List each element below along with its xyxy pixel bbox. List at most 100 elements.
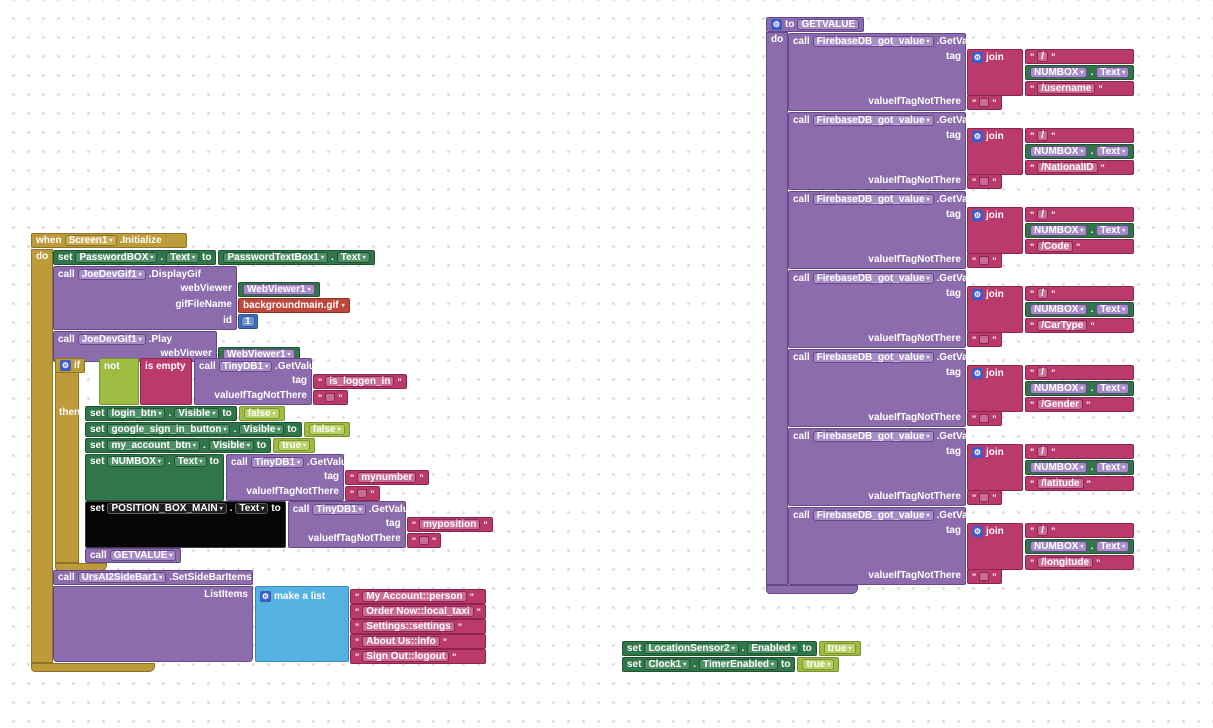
firebasedb-dropdown[interactable]: FirebaseDB_got_value ▾ — [812, 273, 934, 284]
webviewer1-getter[interactable]: WebViewer1 ▾ — [238, 282, 320, 297]
false-logic-block[interactable]: false ▾ — [238, 406, 285, 421]
empty-string-block[interactable]: " " — [967, 569, 1002, 584]
google-sign-in-dropdown[interactable]: google_sign_in_button ▾ — [107, 424, 231, 435]
ursai2sidebar1-dropdown[interactable]: UrsAI2SideBar1 ▾ — [77, 572, 167, 583]
empty-string-value[interactable] — [979, 493, 990, 502]
numbox-text-getter[interactable]: NUMBOX ▾. Text ▾ — [1025, 460, 1135, 475]
join-block[interactable]: ⚙ join — [967, 49, 1023, 96]
call-firebasedb-getvalue-block[interactable]: call FirebaseDB_got_value ▾ .GetValue tag v… — [788, 33, 1135, 111]
false-dropdown[interactable]: false ▾ — [243, 408, 280, 419]
slash-string-value[interactable]: / — [1037, 288, 1049, 299]
true-dropdown[interactable]: true ▾ — [823, 643, 856, 654]
empty-string-value[interactable] — [979, 414, 990, 423]
numbox-dropdown[interactable]: NUMBOX ▾ — [1030, 67, 1088, 78]
text-prop-dropdown[interactable]: Text ▾ — [1096, 383, 1130, 394]
mutator-gear-icon[interactable]: ⚙ — [972, 210, 983, 221]
text-prop-dropdown[interactable]: Text ▾ — [1096, 541, 1130, 552]
slash-string-value[interactable]: / — [1037, 525, 1049, 536]
when-block-spine[interactable] — [31, 249, 53, 663]
id-number-block[interactable]: 1 — [238, 314, 258, 329]
numbox-dropdown[interactable]: NUMBOX ▾ — [107, 456, 165, 467]
join-block[interactable]: ⚙ join — [967, 523, 1023, 570]
path-text-block[interactable]: "/CarType " — [1025, 318, 1135, 333]
path-string-value[interactable]: /longitude — [1037, 557, 1094, 568]
empty-string-value[interactable] — [979, 177, 990, 186]
slash-text-block[interactable]: " / " — [1025, 286, 1135, 301]
empty-string-value[interactable] — [979, 256, 990, 265]
setsidebaritems-body[interactable]: ListItems — [53, 586, 253, 662]
path-string-value[interactable]: /NationalID — [1037, 162, 1098, 173]
list-item-text-block[interactable]: " My Account::person " — [350, 589, 486, 604]
tag-string-value[interactable]: mynumber — [357, 472, 417, 483]
empty-string-block[interactable]: " " — [345, 486, 380, 501]
text-prop-dropdown[interactable]: Text ▾ — [1096, 462, 1130, 473]
text-prop-dropdown[interactable]: Text ▾ — [1096, 67, 1130, 78]
set-position-box-row[interactable]: set POSITION_BOX_MAIN ▾ . Text ▾ to call T… — [85, 501, 493, 548]
join-block[interactable]: ⚙ join — [967, 128, 1023, 175]
mutator-gear-icon[interactable]: ⚙ — [260, 591, 271, 602]
make-a-list-block[interactable]: ⚙ make a list " My Account::person " " Orde… — [255, 586, 486, 664]
mutator-gear-icon[interactable]: ⚙ — [972, 289, 983, 300]
path-text-block[interactable]: "/username " — [1025, 81, 1135, 96]
set-login-btn-row[interactable]: set login_btn ▾ . Visible ▾ to false ▾ — [85, 406, 285, 421]
list-item-value[interactable]: My Account::person — [362, 591, 467, 602]
numbox-text-getter[interactable]: NUMBOX ▾. Text ▾ — [1025, 381, 1135, 396]
empty-string-block[interactable]: " " — [313, 390, 348, 405]
firebasedb-dropdown[interactable]: FirebaseDB_got_value ▾ — [812, 36, 934, 47]
empty-string-value[interactable] — [979, 572, 990, 581]
call-tinydb-getvalue-block[interactable]: call TinyDB1 ▾ .GetValue tag valueIfTagNo… — [226, 454, 429, 501]
numbox-text-getter[interactable]: NUMBOX ▾. Text ▾ — [1025, 144, 1135, 159]
call-firebasedb-getvalue-block[interactable]: call FirebaseDB_got_value ▾ .GetValue tag v… — [788, 191, 1135, 269]
mutator-gear-icon[interactable]: ⚙ — [972, 526, 983, 537]
list-item-value[interactable]: Order Now::local_taxi — [362, 606, 474, 617]
false-dropdown[interactable]: false ▾ — [308, 424, 345, 435]
is-empty-block[interactable]: is empty — [140, 358, 192, 405]
getvalue-proc-dropdown[interactable]: GETVALUE ▾ — [109, 550, 177, 561]
empty-string-block[interactable]: " " — [967, 332, 1002, 347]
join-block[interactable]: ⚙ join — [967, 286, 1023, 333]
empty-string-value[interactable] — [357, 489, 368, 498]
call-setsidebaritems-block[interactable]: call UrsAI2SideBar1 ▾ .SetSideBarItems — [53, 570, 253, 585]
firebasedb-dropdown[interactable]: FirebaseDB_got_value ▾ — [812, 194, 934, 205]
call-firebasedb-getvalue-block[interactable]: call FirebaseDB_got_value ▾ .GetValue tag v… — [788, 270, 1135, 348]
tag-string-value[interactable]: myposition — [418, 519, 481, 530]
slash-string-value[interactable]: / — [1037, 130, 1049, 141]
sidebar-call-header-row[interactable]: call UrsAI2SideBar1 ▾ .SetSideBarItems — [53, 570, 253, 585]
set-passwordbox-row[interactable]: set PasswordBOX ▾ . Text ▾ to PasswordText… — [53, 250, 375, 265]
firebasedb-dropdown[interactable]: FirebaseDB_got_value ▾ — [812, 352, 934, 363]
set-numbox-text-block[interactable]: set NUMBOX ▾ . Text ▾ to — [85, 454, 224, 501]
tinydb1-dropdown[interactable]: TinyDB1 ▾ — [250, 457, 305, 468]
true-logic-block[interactable]: true ▾ — [273, 438, 316, 453]
path-text-block[interactable]: "/Gender " — [1025, 397, 1135, 412]
set-my-account-visible-block[interactable]: set my_account_btn ▾ . Visible ▾ to — [85, 438, 272, 453]
my-account-btn-dropdown[interactable]: my_account_btn ▾ — [107, 440, 200, 451]
visible-prop-dropdown[interactable]: Visible ▾ — [208, 440, 254, 451]
empty-string-value[interactable] — [979, 98, 990, 107]
firebasedb-dropdown[interactable]: FirebaseDB_got_value ▾ — [812, 115, 934, 126]
list-item-value[interactable]: Settings::settings — [362, 621, 455, 632]
mutator-gear-icon[interactable]: ⚙ — [972, 131, 983, 142]
slash-text-block[interactable]: " / " — [1025, 365, 1135, 380]
call-tinydb-getvalue-block[interactable]: call TinyDB1 ▾ .GetValue tag valueIfTagNo… — [194, 358, 407, 405]
visible-prop-dropdown[interactable]: Visible ▾ — [239, 424, 285, 435]
path-text-block[interactable]: "/latitude " — [1025, 476, 1135, 491]
true-dropdown[interactable]: true ▾ — [278, 440, 311, 451]
path-text-block[interactable]: "/longitude " — [1025, 555, 1135, 570]
numbox-text-getter[interactable]: NUMBOX ▾. Text ▾ — [1025, 223, 1135, 238]
text-prop-dropdown[interactable]: Text ▾ — [1096, 304, 1130, 315]
true-logic-block[interactable]: true ▾ — [797, 657, 840, 672]
numbox-dropdown[interactable]: NUMBOX ▾ — [1030, 462, 1088, 473]
set-google-btn-row[interactable]: set google_sign_in_button ▾ . Visible ▾ to… — [85, 422, 350, 437]
set-locationsensor2-row[interactable]: set LocationSensor2 ▾ . Enabled ▾ to true ▾ — [622, 641, 861, 656]
text-prop-dropdown[interactable]: Text ▾ — [166, 252, 200, 263]
set-locationsensor2-enabled-block[interactable]: set LocationSensor2 ▾ . Enabled ▾ to — [622, 641, 817, 656]
path-string-value[interactable]: /latitude — [1037, 478, 1084, 489]
empty-string-value[interactable] — [325, 393, 336, 402]
numbox-dropdown[interactable]: NUMBOX ▾ — [1030, 541, 1088, 552]
set-login-btn-visible-block[interactable]: set login_btn ▾ . Visible ▾ to — [85, 406, 237, 421]
empty-string-block[interactable]: " " — [967, 95, 1002, 110]
call-firebasedb-getvalue-block[interactable]: call FirebaseDB_got_value ▾ .GetValue tag v… — [788, 112, 1135, 190]
when-block-foot[interactable] — [31, 663, 155, 672]
tinydb1-dropdown[interactable]: TinyDB1 ▾ — [218, 361, 273, 372]
path-text-block[interactable]: "/Code " — [1025, 239, 1135, 254]
